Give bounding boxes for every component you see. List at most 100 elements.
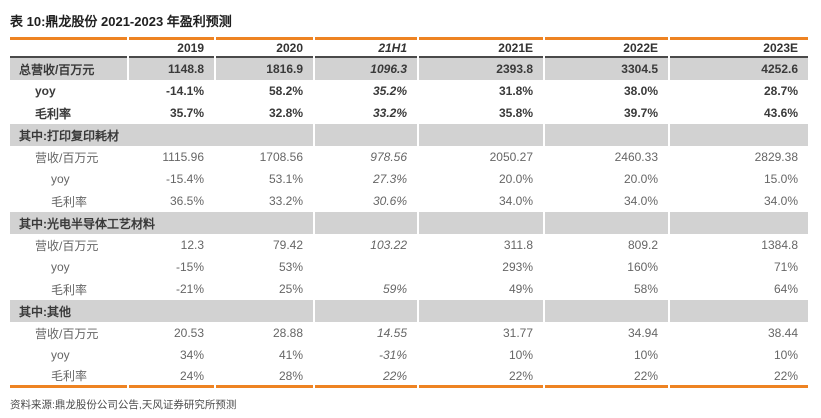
table-row: 毛利率 -21% 25% 59% 49% 58% 64% — [10, 278, 808, 300]
value-cell: 160% — [627, 260, 658, 274]
section-band-cell — [315, 300, 417, 322]
value-cell: 53.1% — [268, 172, 303, 186]
value-cell: 64% — [773, 282, 798, 296]
value-cell: 1148.8 — [129, 58, 214, 80]
section-band-cell — [545, 124, 668, 146]
column-header-2019: 2019 — [129, 37, 214, 58]
value-cell: 28.88 — [272, 326, 303, 340]
value-cell: -31% — [378, 348, 407, 362]
table-row: 毛利率 24% 28% 22% 22% 22% 22% — [10, 366, 808, 388]
section-band-cell — [419, 124, 543, 146]
table-row: 总营收/百万元 1148.8 1816.9 1096.3 2393.8 3304.5 425… — [10, 58, 808, 80]
row-label: 毛利率 — [10, 366, 127, 388]
value-cell: 38.44 — [767, 326, 798, 340]
section-band-cell — [670, 212, 808, 234]
column-header-2021e: 2021E — [419, 37, 543, 58]
value-cell: 15.0% — [763, 172, 798, 186]
row-label: 营收/百万元 — [35, 150, 99, 165]
value-cell: 25% — [278, 282, 303, 296]
table-row: yoy 34% 41% -31% 10% 10% 10% — [10, 344, 808, 366]
value-cell: 34.94 — [627, 326, 658, 340]
value-cell: 978.56 — [370, 150, 407, 164]
value-cell: 22% — [545, 366, 668, 388]
value-cell: 32.8% — [268, 106, 303, 120]
value-cell: 58% — [633, 282, 658, 296]
value-cell: 34% — [179, 348, 204, 362]
value-cell: 2393.8 — [419, 58, 543, 80]
row-label: 毛利率 — [51, 194, 88, 209]
section-band-cell — [315, 212, 417, 234]
section-header-row: 其中:光电半导体工艺材料 — [10, 212, 808, 234]
table-row: yoy -15% 53% 293% 160% 71% — [10, 256, 808, 278]
value-cell: 34.0% — [498, 194, 533, 208]
value-cell: 59% — [382, 282, 407, 296]
value-cell: 103.22 — [370, 238, 407, 252]
profit-forecast-table: 2019 2020 21H1 2021E 2022E 2023E 总营收/百万元… — [8, 37, 810, 388]
row-label: yoy — [51, 172, 70, 186]
value-cell: 35.7% — [169, 106, 204, 120]
value-cell: 31.8% — [498, 84, 533, 98]
value-cell: 311.8 — [503, 238, 533, 252]
column-header-2020: 2020 — [216, 37, 313, 58]
value-cell: 1816.9 — [216, 58, 313, 80]
value-cell: 10% — [508, 348, 533, 362]
source-note: 资料来源:鼎龙股份公司公告,天风证券研究所预测 — [10, 399, 237, 411]
value-cell: 35.8% — [498, 106, 533, 120]
value-cell: 22% — [315, 366, 417, 388]
section-band-cell — [315, 124, 417, 146]
table-header-row: 2019 2020 21H1 2021E 2022E 2023E — [10, 37, 808, 58]
value-cell: 3304.5 — [545, 58, 668, 80]
value-cell: -15% — [175, 260, 204, 274]
value-cell: 43.6% — [763, 106, 798, 120]
value-cell: 28.7% — [763, 84, 798, 98]
value-cell: 38.0% — [623, 84, 658, 98]
section-band-cell — [419, 212, 543, 234]
row-label: 营收/百万元 — [35, 238, 99, 253]
table-row: 营收/百万元 20.53 28.88 14.55 31.77 34.94 38.44 — [10, 322, 808, 344]
row-label: 其中:光电半导体工艺材料 — [10, 212, 313, 234]
value-cell: 22% — [670, 366, 808, 388]
value-cell: 1708.56 — [259, 150, 303, 164]
section-band-cell — [670, 124, 808, 146]
table-row: yoy -14.1% 58.2% 35.2% 31.8% 38.0% 28.7% — [10, 80, 808, 102]
section-band-cell — [545, 300, 668, 322]
value-cell: 31.77 — [502, 326, 533, 340]
value-cell: -15.4% — [165, 172, 204, 186]
table-row: 毛利率 35.7% 32.8% 33.2% 35.8% 39.7% 43.6% — [10, 102, 808, 124]
value-cell: 20.0% — [498, 172, 533, 186]
column-header-blank — [10, 37, 127, 58]
value-cell: 2460.33 — [614, 150, 658, 164]
table-row: 营收/百万元 12.3 79.42 103.22 311.8 809.2 1384.8 — [10, 234, 808, 256]
table-row: yoy -15.4% 53.1% 27.3% 20.0% 20.0% 15.0% — [10, 168, 808, 190]
row-label: 其中:打印复印耗材 — [10, 124, 313, 146]
value-cell: 10% — [633, 348, 658, 362]
value-cell: 33.2% — [268, 194, 303, 208]
value-cell: -14.1% — [165, 84, 204, 98]
row-label: 营收/百万元 — [35, 326, 99, 341]
value-cell: 20.0% — [623, 172, 658, 186]
column-header-2022e: 2022E — [545, 37, 668, 58]
row-label: 总营收/百万元 — [10, 58, 127, 80]
value-cell: 1384.8 — [761, 238, 798, 252]
value-cell: 2050.27 — [489, 150, 533, 164]
value-cell: 1096.3 — [315, 58, 417, 80]
table-body: 总营收/百万元 1148.8 1816.9 1096.3 2393.8 3304.5 425… — [10, 58, 808, 388]
value-cell: 24% — [129, 366, 214, 388]
value-cell: 22% — [419, 366, 543, 388]
section-header-row: 其中:打印复印耗材 — [10, 124, 808, 146]
row-label: 毛利率 — [35, 106, 72, 121]
value-cell: 1115.96 — [162, 150, 204, 164]
value-cell: 4252.6 — [670, 58, 808, 80]
row-label: yoy — [51, 260, 70, 274]
value-cell: 2829.38 — [754, 150, 798, 164]
section-header-row: 其中:其他 — [10, 300, 808, 322]
value-cell: 79.42 — [272, 238, 303, 252]
row-label: yoy — [35, 84, 56, 98]
value-cell: 28% — [216, 366, 313, 388]
value-cell: 27.3% — [372, 172, 407, 186]
value-cell: 35.2% — [372, 84, 407, 98]
value-cell: 34.0% — [623, 194, 658, 208]
value-cell: 41% — [278, 348, 303, 362]
section-band-cell — [670, 300, 808, 322]
